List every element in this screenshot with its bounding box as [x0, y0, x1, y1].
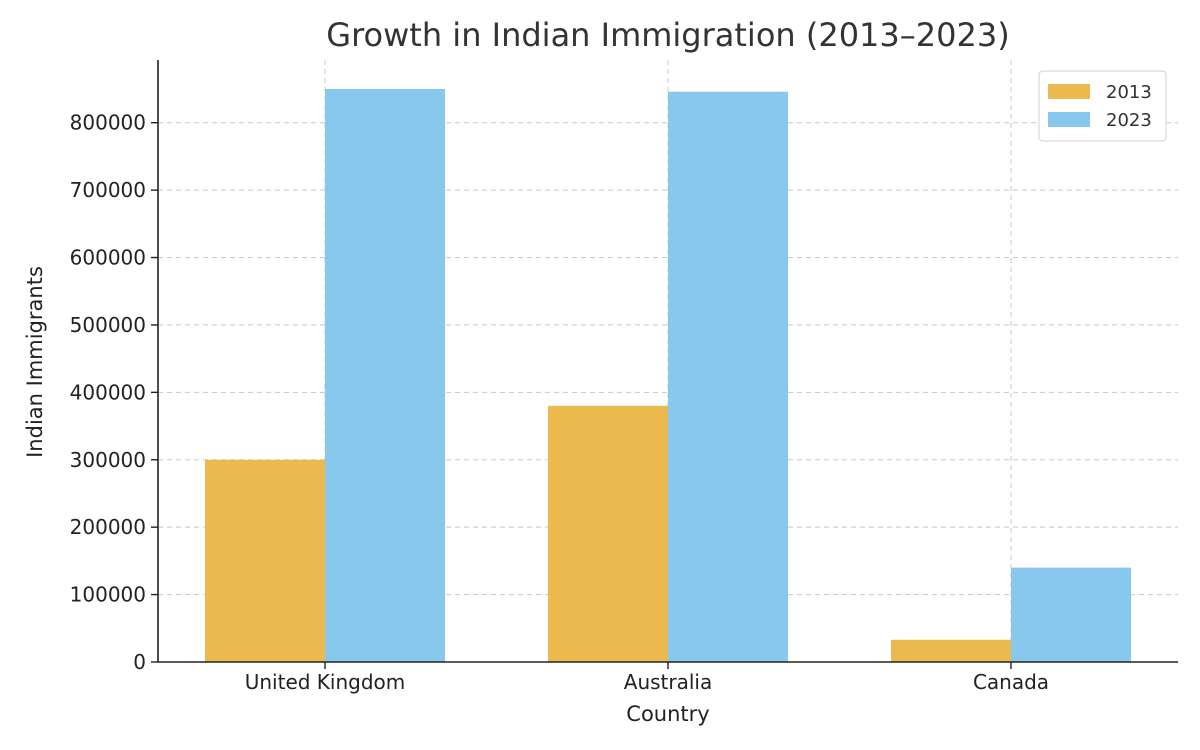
legend-swatch-2023: [1048, 112, 1090, 127]
bar-2013-canada: [891, 639, 1011, 662]
legend-label-2013: 2013: [1106, 82, 1152, 103]
bar-2013-united-kingdom: [205, 459, 325, 662]
y-tick-label: 800000: [70, 111, 146, 135]
bar-2023-australia: [668, 91, 788, 663]
bar-2023-united-kingdom: [325, 88, 445, 663]
bars-layer: [205, 88, 1131, 663]
x-tick-label: Australia: [624, 670, 712, 694]
legend-swatch-2013: [1048, 84, 1090, 99]
x-axis-title: Country: [626, 702, 709, 726]
y-tick-label: 700000: [70, 178, 146, 202]
bar-2013-australia: [548, 405, 668, 662]
y-tick-label: 100000: [70, 583, 146, 607]
y-tick-label: 0: [133, 650, 146, 674]
legend-label-2023: 2023: [1106, 110, 1152, 131]
y-axis-title: Indian Immigrants: [23, 266, 47, 458]
legend: 2013 2023: [1038, 70, 1167, 142]
x-tick-label: United Kingdom: [245, 670, 406, 694]
y-tick-label: 400000: [70, 380, 146, 404]
x-tick-label: Canada: [973, 670, 1049, 694]
y-tick-label: 200000: [70, 515, 146, 539]
y-tick-label: 300000: [70, 448, 146, 472]
bar-2023-canada: [1011, 567, 1131, 662]
y-tick-label: 600000: [70, 246, 146, 270]
y-tick-label: 500000: [70, 313, 146, 337]
ticks-layer: 0 100000 200000 300000 400000 500000 600000 700…: [70, 111, 1049, 694]
chart-title: Growth in Indian Immigration (2013–2023): [326, 16, 1009, 54]
